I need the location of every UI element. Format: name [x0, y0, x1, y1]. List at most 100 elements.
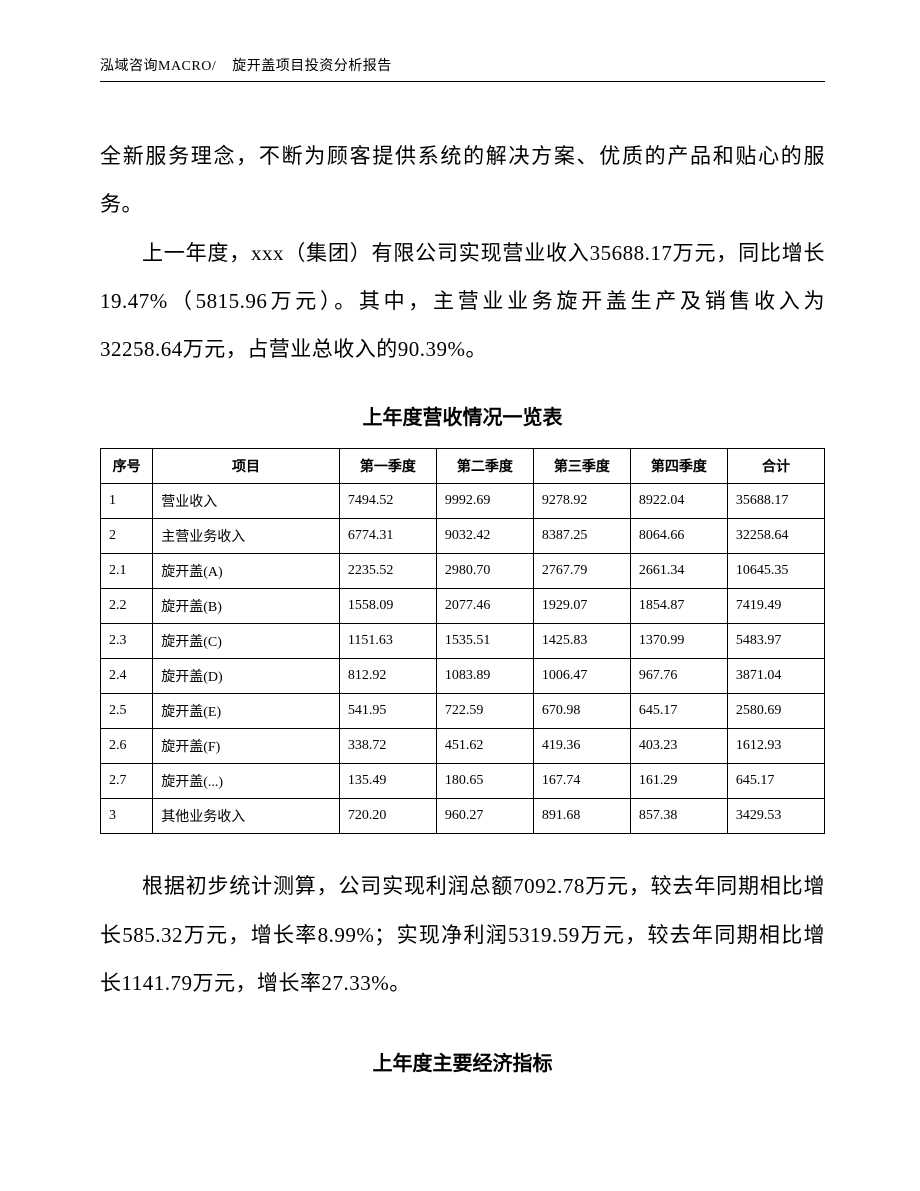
cell: 720.20 — [339, 799, 436, 834]
cell: 2767.79 — [533, 554, 630, 589]
cell: 891.68 — [533, 799, 630, 834]
cell: 2661.34 — [630, 554, 727, 589]
table1-title: 上年度营收情况一览表 — [100, 401, 825, 430]
cell: 2.7 — [101, 764, 153, 799]
cell: 2580.69 — [727, 694, 824, 729]
cell: 1083.89 — [436, 659, 533, 694]
cell: 2980.70 — [436, 554, 533, 589]
cell: 1558.09 — [339, 589, 436, 624]
page-container: 泓域咨询MACRO/ 旋开盖项目投资分析报告 全新服务理念，不断为顾客提供系统的… — [0, 0, 920, 1136]
cell: 3429.53 — [727, 799, 824, 834]
body-text-block-2: 根据初步统计测算，公司实现利润总额7092.78万元，较去年同期相比增长585.… — [100, 862, 825, 1007]
cell: 338.72 — [339, 729, 436, 764]
cell: 857.38 — [630, 799, 727, 834]
cell: 旋开盖(F) — [153, 729, 340, 764]
cell: 451.62 — [436, 729, 533, 764]
cell: 1 — [101, 484, 153, 519]
cell: 6774.31 — [339, 519, 436, 554]
cell: 10645.35 — [727, 554, 824, 589]
cell: 3871.04 — [727, 659, 824, 694]
cell: 主营业务收入 — [153, 519, 340, 554]
cell: 9278.92 — [533, 484, 630, 519]
table-header-item: 项目 — [153, 449, 340, 484]
cell: 2.3 — [101, 624, 153, 659]
cell: 1425.83 — [533, 624, 630, 659]
cell: 2 — [101, 519, 153, 554]
table-header-row: 序号 项目 第一季度 第二季度 第三季度 第四季度 合计 — [101, 449, 825, 484]
table-row: 2.7 旋开盖(...) 135.49 180.65 167.74 161.29… — [101, 764, 825, 799]
cell: 1006.47 — [533, 659, 630, 694]
cell: 2235.52 — [339, 554, 436, 589]
cell: 1612.93 — [727, 729, 824, 764]
table-body: 1 营业收入 7494.52 9992.69 9278.92 8922.04 3… — [101, 484, 825, 834]
cell: 8387.25 — [533, 519, 630, 554]
cell: 2.1 — [101, 554, 153, 589]
cell: 180.65 — [436, 764, 533, 799]
cell: 1929.07 — [533, 589, 630, 624]
page-header: 泓域咨询MACRO/ 旋开盖项目投资分析报告 — [100, 55, 825, 75]
paragraph-2: 上一年度，xxx（集团）有限公司实现营业收入35688.17万元，同比增长19.… — [100, 229, 825, 374]
table-row: 2.6 旋开盖(F) 338.72 451.62 419.36 403.23 1… — [101, 729, 825, 764]
cell: 2.6 — [101, 729, 153, 764]
table-header-q3: 第三季度 — [533, 449, 630, 484]
cell: 旋开盖(...) — [153, 764, 340, 799]
cell: 419.36 — [533, 729, 630, 764]
cell: 2.2 — [101, 589, 153, 624]
table-row: 2.1 旋开盖(A) 2235.52 2980.70 2767.79 2661.… — [101, 554, 825, 589]
table-header-q1: 第一季度 — [339, 449, 436, 484]
cell: 670.98 — [533, 694, 630, 729]
header-company: 泓域咨询MACRO/ — [100, 59, 216, 74]
cell: 135.49 — [339, 764, 436, 799]
cell: 645.17 — [727, 764, 824, 799]
table-row: 2.4 旋开盖(D) 812.92 1083.89 1006.47 967.76… — [101, 659, 825, 694]
table-header-total: 合计 — [727, 449, 824, 484]
cell: 其他业务收入 — [153, 799, 340, 834]
paragraph-1: 全新服务理念，不断为顾客提供系统的解决方案、优质的产品和贴心的服务。 — [100, 132, 825, 229]
cell: 9032.42 — [436, 519, 533, 554]
table-row: 2.3 旋开盖(C) 1151.63 1535.51 1425.83 1370.… — [101, 624, 825, 659]
table-header-q2: 第二季度 — [436, 449, 533, 484]
body-text-block-1: 全新服务理念，不断为顾客提供系统的解决方案、优质的产品和贴心的服务。 上一年度，… — [100, 132, 825, 373]
table-row: 2 主营业务收入 6774.31 9032.42 8387.25 8064.66… — [101, 519, 825, 554]
table-row: 1 营业收入 7494.52 9992.69 9278.92 8922.04 3… — [101, 484, 825, 519]
table-header-seq: 序号 — [101, 449, 153, 484]
cell: 8922.04 — [630, 484, 727, 519]
cell: 1370.99 — [630, 624, 727, 659]
cell: 722.59 — [436, 694, 533, 729]
cell: 旋开盖(C) — [153, 624, 340, 659]
cell: 960.27 — [436, 799, 533, 834]
cell: 旋开盖(A) — [153, 554, 340, 589]
cell: 8064.66 — [630, 519, 727, 554]
cell: 2.4 — [101, 659, 153, 694]
cell: 7494.52 — [339, 484, 436, 519]
table-row: 3 其他业务收入 720.20 960.27 891.68 857.38 342… — [101, 799, 825, 834]
cell: 35688.17 — [727, 484, 824, 519]
cell: 967.76 — [630, 659, 727, 694]
cell: 645.17 — [630, 694, 727, 729]
cell: 旋开盖(D) — [153, 659, 340, 694]
revenue-table: 序号 项目 第一季度 第二季度 第三季度 第四季度 合计 1 营业收入 7494… — [100, 448, 825, 834]
cell: 营业收入 — [153, 484, 340, 519]
cell: 1854.87 — [630, 589, 727, 624]
paragraph-3: 根据初步统计测算，公司实现利润总额7092.78万元，较去年同期相比增长585.… — [100, 862, 825, 1007]
cell: 9992.69 — [436, 484, 533, 519]
cell: 2.5 — [101, 694, 153, 729]
cell: 旋开盖(B) — [153, 589, 340, 624]
cell: 32258.64 — [727, 519, 824, 554]
cell: 541.95 — [339, 694, 436, 729]
table-row: 2.2 旋开盖(B) 1558.09 2077.46 1929.07 1854.… — [101, 589, 825, 624]
table-header-q4: 第四季度 — [630, 449, 727, 484]
cell: 旋开盖(E) — [153, 694, 340, 729]
cell: 2077.46 — [436, 589, 533, 624]
header-underline — [100, 81, 825, 82]
cell: 403.23 — [630, 729, 727, 764]
header-doc-title: 旋开盖项目投资分析报告 — [232, 59, 392, 74]
section2-title: 上年度主要经济指标 — [100, 1047, 825, 1076]
cell: 161.29 — [630, 764, 727, 799]
cell: 812.92 — [339, 659, 436, 694]
cell: 7419.49 — [727, 589, 824, 624]
cell: 5483.97 — [727, 624, 824, 659]
table-row: 2.5 旋开盖(E) 541.95 722.59 670.98 645.17 2… — [101, 694, 825, 729]
cell: 167.74 — [533, 764, 630, 799]
cell: 1151.63 — [339, 624, 436, 659]
